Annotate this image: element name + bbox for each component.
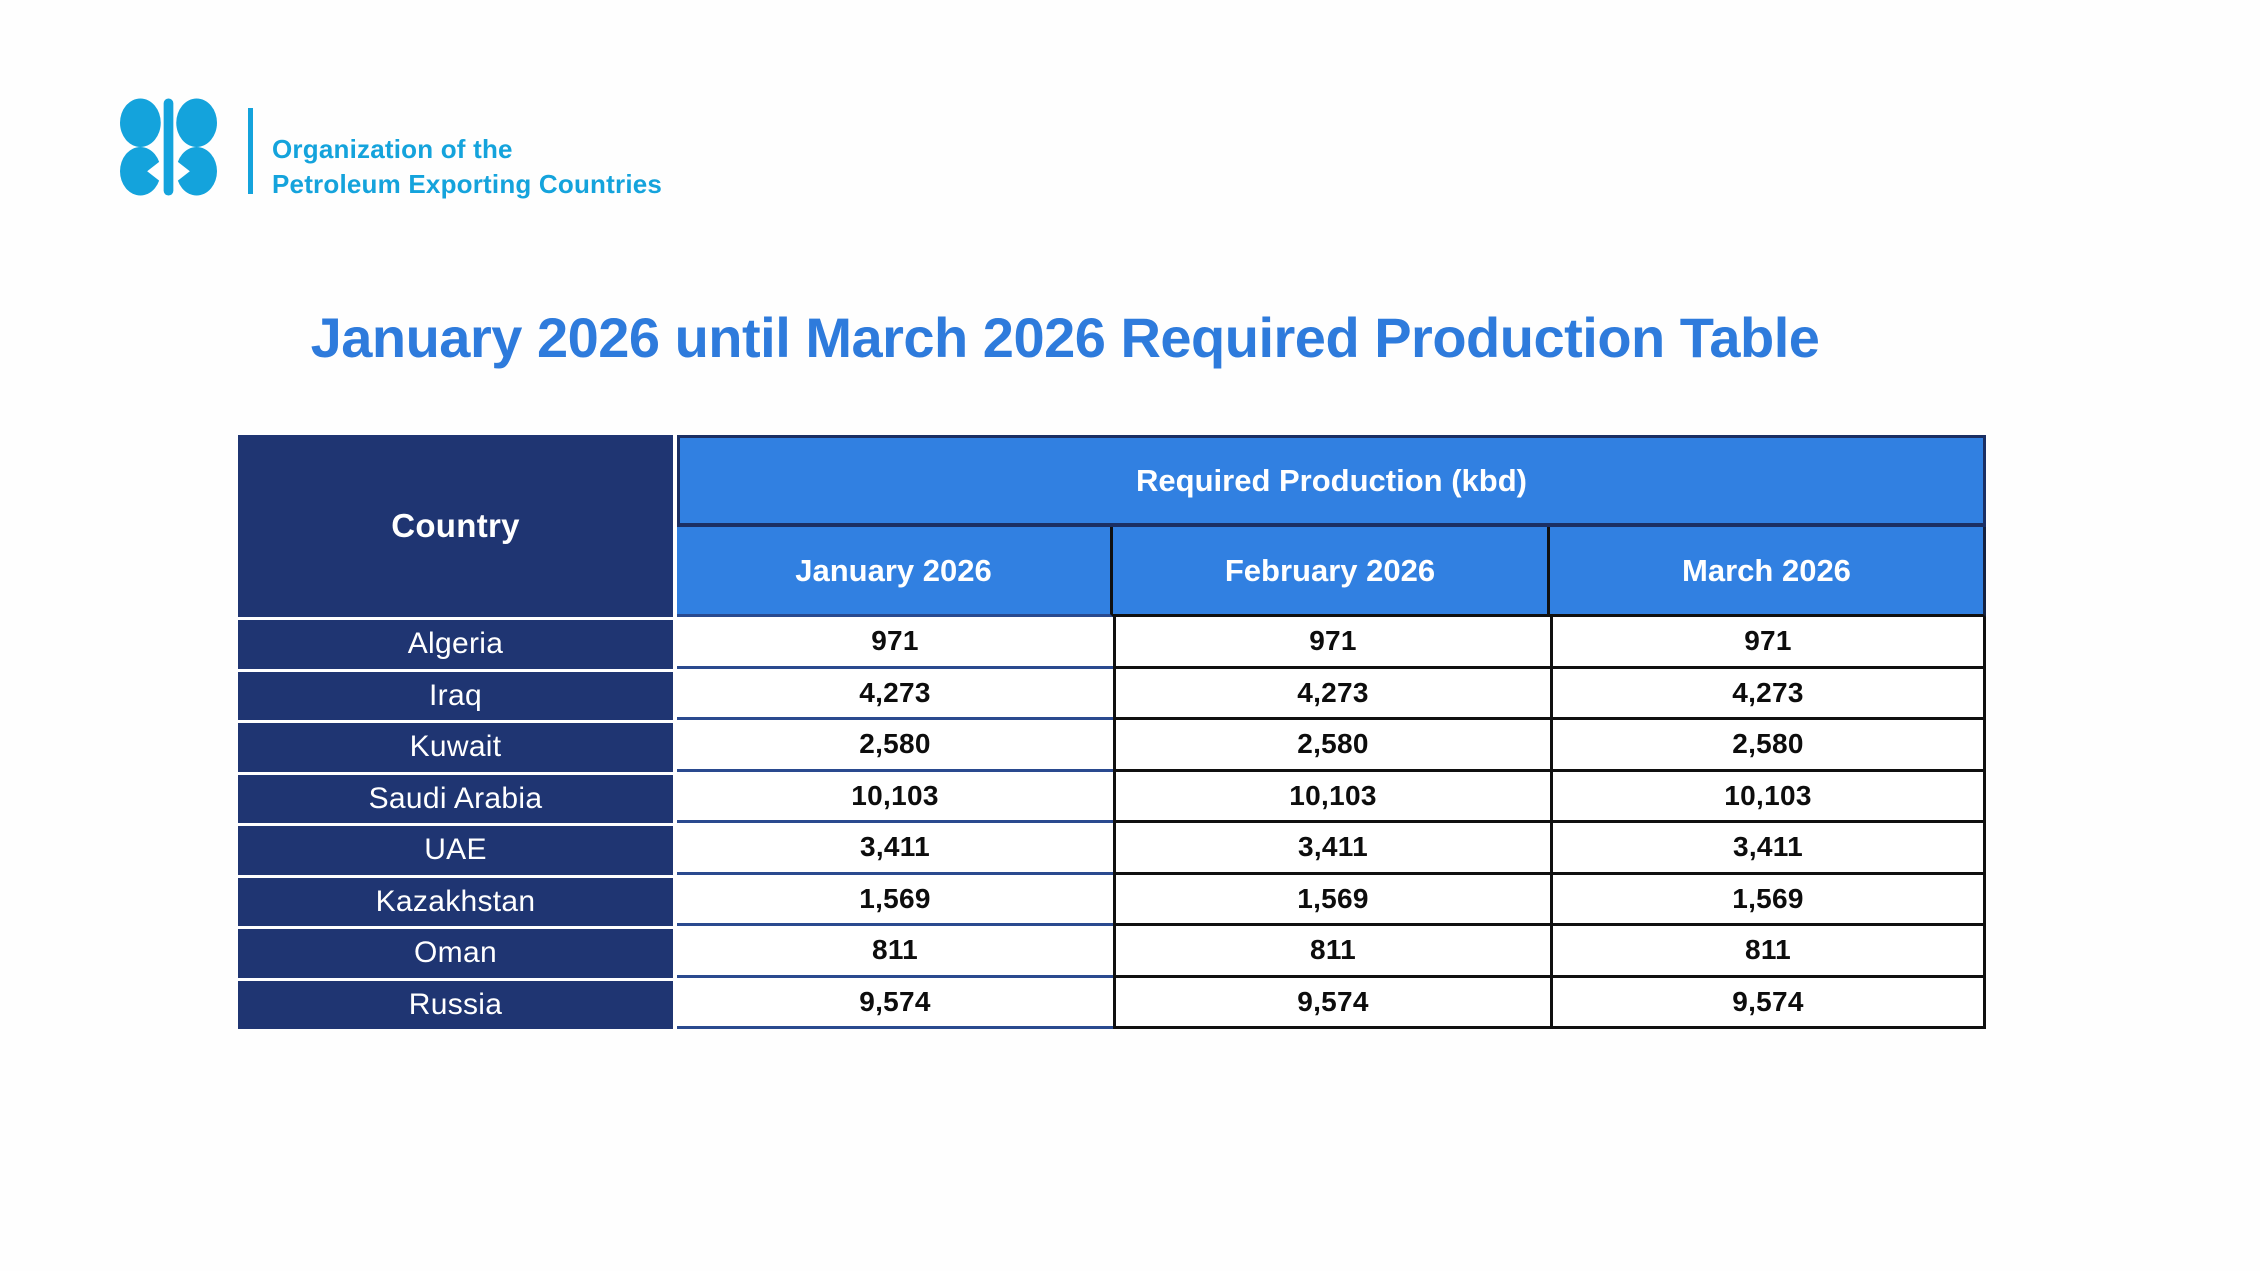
value-cell: 971 — [1550, 617, 1986, 669]
value-cell: 10,103 — [1113, 771, 1550, 823]
month-header-february: February 2026 — [1113, 527, 1550, 617]
month-header-january: January 2026 — [677, 527, 1113, 617]
production-table: Country Required Production (kbd) Januar… — [238, 435, 1986, 1029]
country-cell: Russia — [238, 977, 677, 1029]
value-cell: 3,411 — [1550, 823, 1986, 875]
value-cell: 1,569 — [1113, 874, 1550, 926]
country-cell: UAE — [238, 823, 677, 875]
value-cell: 2,580 — [1113, 720, 1550, 772]
country-cell: Kuwait — [238, 720, 677, 772]
country-cell: Kazakhstan — [238, 874, 677, 926]
month-header-march: March 2026 — [1550, 527, 1986, 617]
value-cell: 811 — [1550, 926, 1986, 978]
brand-line2: Petroleum Exporting Countries — [272, 169, 663, 199]
brand-line1: Organization of the — [272, 134, 513, 164]
page-title: January 2026 until March 2026 Required P… — [310, 306, 1820, 369]
value-cell: 971 — [677, 617, 1113, 669]
value-cell: 3,411 — [677, 823, 1113, 875]
country-header-cell: Country — [238, 435, 677, 617]
value-cell: 10,103 — [677, 771, 1113, 823]
value-cell: 4,273 — [677, 668, 1113, 720]
country-cell: Iraq — [238, 668, 677, 720]
value-cell: 971 — [1113, 617, 1550, 669]
opec-logo-icon — [120, 98, 217, 196]
country-cell: Algeria — [238, 617, 677, 669]
value-cell: 1,569 — [677, 874, 1113, 926]
value-cell: 4,273 — [1550, 668, 1986, 720]
value-cell: 9,574 — [1113, 977, 1550, 1029]
country-cell: Saudi Arabia — [238, 771, 677, 823]
group-header-cell: Required Production (kbd) — [677, 435, 1986, 527]
value-cell: 2,580 — [1550, 720, 1986, 772]
value-cell: 10,103 — [1550, 771, 1986, 823]
value-cell: 811 — [677, 926, 1113, 978]
brand-wordmark: Organization of the Petroleum Exporting … — [272, 132, 662, 202]
value-cell: 811 — [1113, 926, 1550, 978]
country-cell: Oman — [238, 926, 677, 978]
value-cell: 2,580 — [677, 720, 1113, 772]
opec-brand: Organization of the Petroleum Exporting … — [120, 96, 662, 202]
value-cell: 1,569 — [1550, 874, 1986, 926]
brand-divider — [248, 108, 253, 194]
value-cell: 3,411 — [1113, 823, 1550, 875]
value-cell: 9,574 — [677, 977, 1113, 1029]
value-cell: 4,273 — [1113, 668, 1550, 720]
value-cell: 9,574 — [1550, 977, 1986, 1029]
